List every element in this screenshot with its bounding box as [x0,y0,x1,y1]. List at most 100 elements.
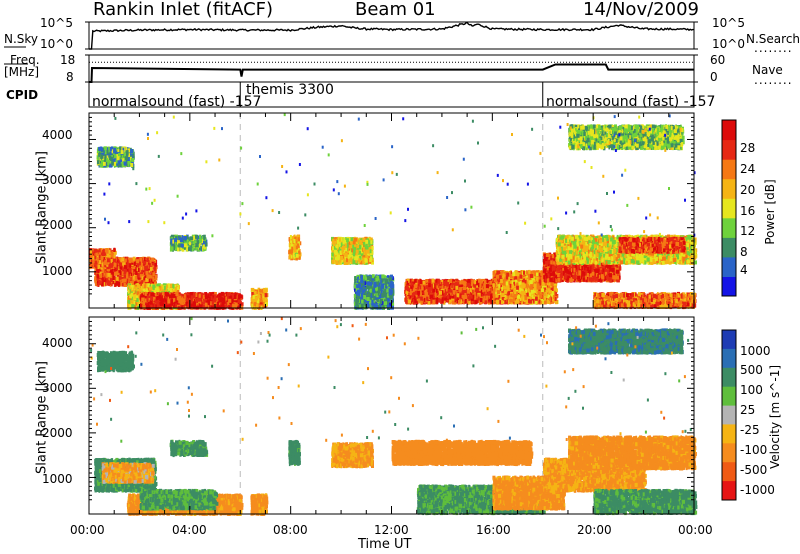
power-cell [107,273,110,277]
power-cell [129,258,132,262]
power-cell [114,248,116,252]
power-cell [187,304,190,308]
power-cell [147,275,150,279]
power-cell [199,294,201,298]
power-cell [110,278,113,282]
power-cell [105,282,107,286]
power-cell [172,294,176,298]
power-cell [149,287,152,291]
power-cell [96,269,99,273]
power-cell [164,286,166,290]
power-cell [146,271,149,275]
power-cell [122,257,125,261]
power-cell [145,292,147,296]
power-cell [139,258,142,262]
power-cell [128,290,129,294]
power-cell [114,283,116,287]
power-cell [99,248,101,252]
power-cell [137,284,140,288]
power-cell [118,276,121,280]
power-cell [129,268,132,272]
power-cell [92,259,94,263]
power-cell [106,250,109,254]
power-cell [222,302,224,306]
power-cell [141,280,143,284]
power-cell [180,301,183,305]
power-cell [181,305,183,309]
power-cell [150,296,152,300]
power-cell [152,285,155,289]
power-cell [227,292,230,296]
power-cell [97,257,99,261]
power-cell [135,287,137,291]
power-cell [98,265,100,269]
power-cell [235,303,238,307]
power-cluster-3 [89,248,117,269]
power-cell [232,304,234,308]
power-cell [159,295,162,299]
power-cell [90,250,92,254]
power-cell [142,266,144,270]
power-cell [208,299,210,303]
power-cell [199,303,201,307]
power-cell [107,282,110,286]
power-cell [186,298,188,302]
power-cell [101,256,104,260]
power-cell [211,305,214,309]
power-cell [193,302,195,306]
power-cell [99,255,101,259]
power-cell [221,292,224,296]
power-cell [133,257,136,261]
power-cell [136,259,139,263]
power-cell [113,258,116,262]
power-cell [138,268,140,272]
power-cell [175,287,177,291]
power-cell [170,284,172,288]
power-cell [139,288,142,292]
power-cell [107,258,110,262]
power-cell [173,285,175,289]
power-cell [127,303,129,307]
power-cell [124,275,126,279]
power-cluster-2 [140,292,244,310]
power-cell [136,298,139,302]
power-cell [96,274,98,278]
power-cell [103,249,105,253]
power-cell [95,249,98,253]
power-cell [150,267,153,271]
power-cell [238,299,241,303]
nsky-strip-frame [89,22,694,49]
power-cell [116,277,119,281]
power-cell [120,263,123,267]
power-cell [203,300,205,304]
nsky-series-line [89,22,694,49]
power-cell [205,293,207,297]
power-cell [203,295,205,299]
power-cell [132,286,134,290]
power-cell [155,263,157,267]
power-cell [147,298,149,302]
power-cell [134,262,136,266]
power-panel [89,113,697,310]
power-cell [154,267,157,271]
power-cell [92,250,94,254]
power-cell [93,256,95,260]
power-cell [149,259,151,263]
power-cell [239,294,241,298]
power-cell [111,264,114,268]
power-cell [114,255,116,259]
power-cell [141,298,145,302]
power-cell [177,296,179,300]
power-cell [140,274,142,278]
power-cell [147,258,149,262]
power-cell [156,301,159,305]
power-cell [143,301,145,305]
power-cell [211,296,213,300]
power-cell [155,288,157,292]
power-cell [98,281,101,285]
power-cluster-4 [170,235,208,252]
power-cell [175,292,178,296]
power-cell [208,294,210,298]
power-cell [135,271,138,275]
